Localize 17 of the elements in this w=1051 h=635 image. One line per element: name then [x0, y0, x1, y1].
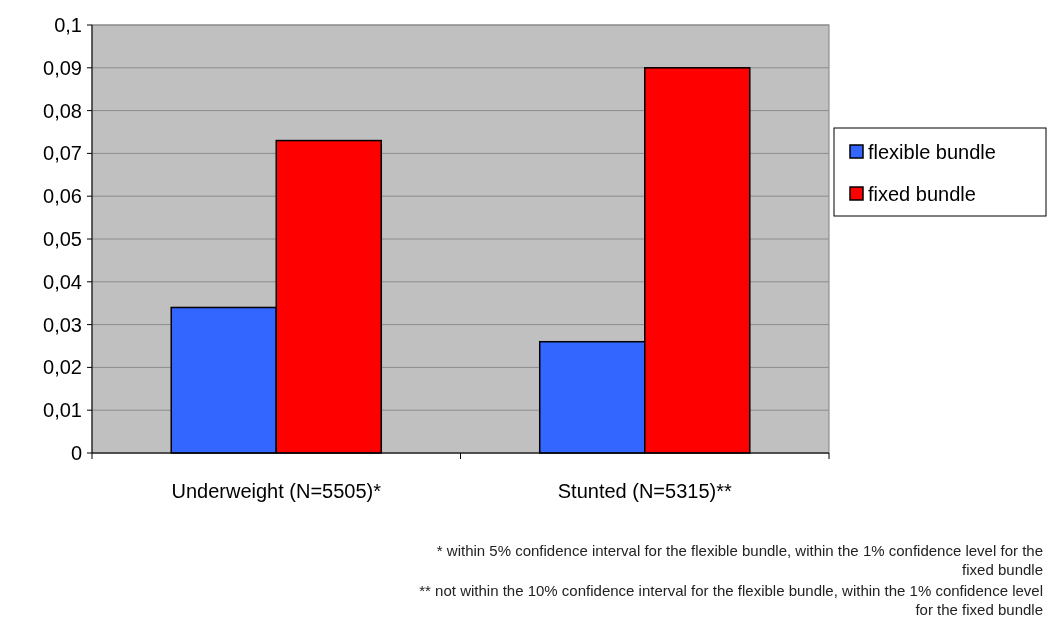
y-tick-label: 0,06 [43, 185, 82, 208]
y-tick-label: 0,07 [43, 142, 82, 165]
y-tick-label: 0,05 [43, 228, 82, 250]
y-tick-label: 0,04 [43, 270, 82, 293]
y-tick-label: 0,02 [43, 356, 82, 379]
text: ** not within the 10% confidence interval for the flexible bundle, within the 1% confidence level for the fixed bundle [419, 582, 1043, 618]
legend-label: flexible bundle [868, 141, 996, 163]
y-tick-label: 0,09 [43, 56, 82, 79]
y-tick-label: 0,1 [54, 14, 82, 36]
legend-label: fixed bundle [868, 183, 976, 205]
y-tick-label: 0 [70, 442, 82, 464]
text: * within 5% confidence interval for the flexible bundle, within the 1% confidence level for the fixed bundle [436, 542, 1043, 578]
y-tick-label: 0,08 [43, 99, 82, 122]
y-tick-label: 0,03 [43, 313, 82, 336]
y-tick-label: 0,01 [43, 399, 82, 422]
x-tick-label: Underweight (N=5505)* [171, 480, 382, 502]
x-tick-label: Stunted (N=5315)** [557, 480, 732, 502]
